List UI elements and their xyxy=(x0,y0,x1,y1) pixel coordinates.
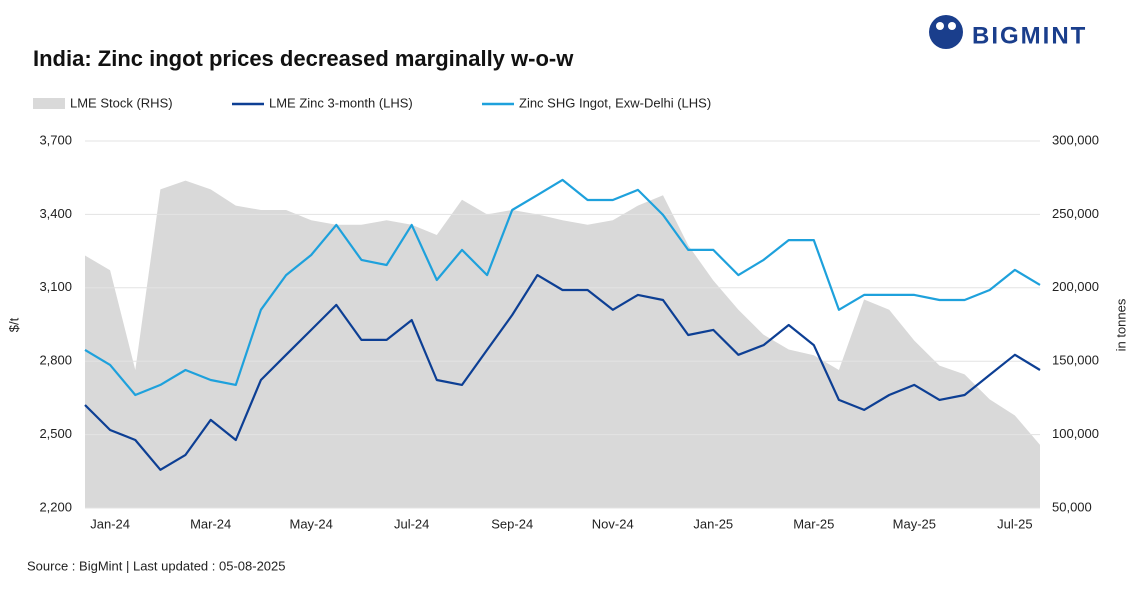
legend-label: LME Stock (RHS) xyxy=(70,95,173,110)
y2-tick-label: 150,000 xyxy=(1052,353,1099,368)
logo-icon xyxy=(948,22,956,30)
price-line xyxy=(84,274,1041,471)
y-tick-label: 3,100 xyxy=(39,279,72,294)
y-tick-label: 3,400 xyxy=(39,206,72,221)
x-tick-label: Mar-25 xyxy=(793,516,834,531)
brand-name: BIGMINT xyxy=(972,22,1087,49)
y2-axis-label: in tonnes xyxy=(1113,298,1128,351)
x-tick-label: Nov-24 xyxy=(592,516,634,531)
x-tick-label: Jul-24 xyxy=(394,516,429,531)
logo-icon xyxy=(936,22,944,30)
y2-tick-label: 300,000 xyxy=(1052,132,1099,147)
area-layer xyxy=(85,180,1040,508)
y-tick-label: 2,800 xyxy=(39,353,72,368)
y2-tick-label: 200,000 xyxy=(1052,279,1099,294)
chart-title: India: Zinc ingot prices decreased margi… xyxy=(33,46,574,71)
x-tick-label: Mar-24 xyxy=(190,516,231,531)
legend-label: LME Zinc 3-month (LHS) xyxy=(269,95,413,110)
line-layer xyxy=(84,178,1041,471)
logo-icon xyxy=(929,15,963,49)
source-note: Source : BigMint | Last updated : 05-08-… xyxy=(27,558,285,573)
stock-area xyxy=(85,180,1040,508)
y-tick-label: 2,200 xyxy=(39,499,72,514)
x-tick-label: May-24 xyxy=(290,516,333,531)
y2-tick-label: 250,000 xyxy=(1052,206,1099,221)
price-line xyxy=(84,178,1041,397)
y2-tick-label: 100,000 xyxy=(1052,426,1099,441)
y2-tick-label: 50,000 xyxy=(1052,499,1092,514)
y-axis-label: $/t xyxy=(6,317,21,332)
legend-swatch xyxy=(33,98,65,109)
x-tick-label: Jan-25 xyxy=(693,516,733,531)
y-tick-label: 2,500 xyxy=(39,426,72,441)
brand-logo: BIGMINT xyxy=(929,15,1087,49)
x-tick-label: Jul-25 xyxy=(997,516,1032,531)
y-tick-label: 3,700 xyxy=(39,132,72,147)
legend-label: Zinc SHG Ingot, Exw-Delhi (LHS) xyxy=(519,95,711,110)
x-tick-label: Jan-24 xyxy=(90,516,130,531)
x-tick-label: Sep-24 xyxy=(491,516,533,531)
x-tick-label: May-25 xyxy=(893,516,936,531)
